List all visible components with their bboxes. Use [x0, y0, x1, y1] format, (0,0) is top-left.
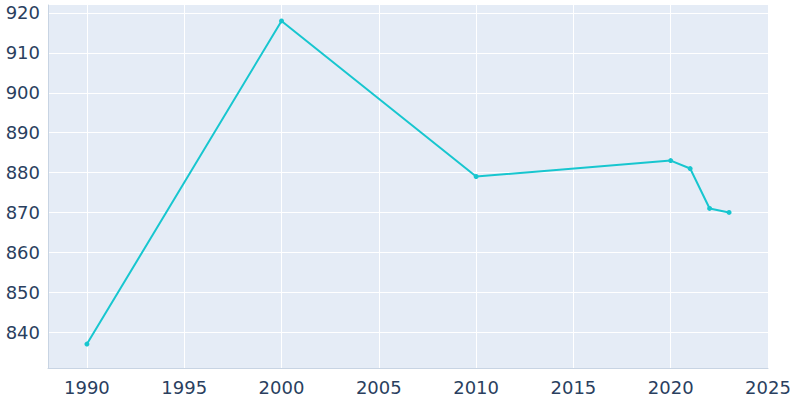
svg-text:850: 850 — [6, 282, 40, 303]
svg-text:2025: 2025 — [745, 377, 791, 398]
svg-text:860: 860 — [6, 242, 40, 263]
svg-text:2020: 2020 — [648, 377, 694, 398]
svg-text:2015: 2015 — [550, 377, 596, 398]
svg-text:880: 880 — [6, 162, 40, 183]
svg-text:840: 840 — [6, 322, 40, 343]
svg-text:2005: 2005 — [356, 377, 402, 398]
svg-text:870: 870 — [6, 202, 40, 223]
svg-text:890: 890 — [6, 122, 40, 143]
svg-text:1990: 1990 — [64, 377, 110, 398]
svg-text:910: 910 — [6, 42, 40, 63]
svg-text:2000: 2000 — [259, 377, 305, 398]
svg-text:2010: 2010 — [453, 377, 499, 398]
svg-text:900: 900 — [6, 82, 40, 103]
svg-text:1995: 1995 — [161, 377, 207, 398]
svg-text:920: 920 — [6, 2, 40, 23]
